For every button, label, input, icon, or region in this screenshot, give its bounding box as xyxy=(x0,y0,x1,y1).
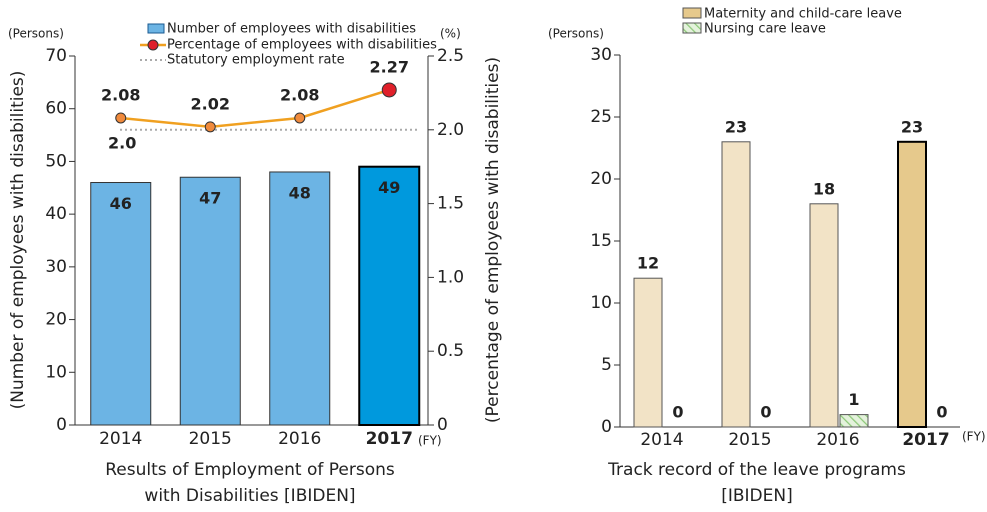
bar xyxy=(809,203,839,428)
bar-label: 23 xyxy=(725,117,747,136)
legend-swatch xyxy=(682,22,702,34)
y-tick-label: 30 xyxy=(590,45,612,65)
x-tick-label: 2015 xyxy=(189,429,232,449)
x-tick-label: 2016 xyxy=(816,430,859,450)
bar-label: 1 xyxy=(848,390,859,409)
bar-label: 23 xyxy=(901,117,923,136)
y-tick-label: 0 xyxy=(56,415,67,435)
x-tick-label: 2014 xyxy=(99,429,142,449)
legend-label: Number of employees with disabilities xyxy=(167,22,416,37)
line-label: 2.02 xyxy=(191,94,230,113)
bar-label: 0 xyxy=(936,403,947,422)
bar-label: 46 xyxy=(110,194,132,213)
x-unit: (FY) xyxy=(418,434,442,448)
bar xyxy=(721,141,751,428)
x-tick-label: 2017 xyxy=(902,430,949,450)
legend-label: Percentage of employees with disabilitie… xyxy=(167,38,437,53)
y-tick-label: 0 xyxy=(601,417,612,437)
y2-tick-label: 0.5 xyxy=(437,341,464,361)
bar-label: 49 xyxy=(378,178,400,197)
line-marker xyxy=(204,121,216,133)
bar xyxy=(269,171,331,426)
y-tick-label: 15 xyxy=(590,231,612,251)
bar xyxy=(90,182,152,426)
y-tick-label: 30 xyxy=(45,257,67,277)
y2-tick-label: 2.0 xyxy=(437,120,464,140)
bar xyxy=(358,165,421,426)
bar-label: 18 xyxy=(813,179,835,198)
bar xyxy=(839,414,869,428)
y2-label: (Percentage of employees with disabiliti… xyxy=(483,57,503,423)
bar xyxy=(897,140,927,429)
y2-unit: (%) xyxy=(440,27,461,41)
y-tick-label: 10 xyxy=(590,293,612,313)
y-tick-label: 20 xyxy=(45,310,67,330)
y-tick-label: 50 xyxy=(45,151,67,171)
x-tick-label: 2015 xyxy=(728,430,771,450)
chart-title: [IBIDEN] xyxy=(721,486,793,506)
x-unit: (FY) xyxy=(962,430,986,444)
bar-label: 47 xyxy=(199,189,221,208)
chart-title: Results of Employment of Persons xyxy=(105,460,395,480)
y-unit: (Persons) xyxy=(8,27,64,41)
y2-tick-label: 0 xyxy=(437,415,448,435)
legend-swatch xyxy=(147,39,159,51)
y-unit: (Persons) xyxy=(548,27,604,41)
y-tick-label: 70 xyxy=(45,46,67,66)
chart-title: Track record of the leave programs xyxy=(607,460,906,480)
chart-title: with Disabilities [IBIDEN] xyxy=(144,486,355,506)
y2-tick-label: 1.0 xyxy=(437,267,464,287)
bar xyxy=(633,277,663,428)
legend-label: Maternity and child-care leave xyxy=(704,7,902,22)
bar xyxy=(179,176,241,426)
line xyxy=(120,88,390,129)
line-marker xyxy=(381,82,397,98)
y-tick-label: 40 xyxy=(45,204,67,224)
y-tick-label: 20 xyxy=(590,169,612,189)
y2-tick-label: 1.5 xyxy=(437,194,464,214)
bar-label: 0 xyxy=(760,403,771,422)
bar-label: 48 xyxy=(289,183,311,202)
line-label: 2.08 xyxy=(101,85,140,104)
line-marker xyxy=(115,112,127,124)
x-tick-label: 2014 xyxy=(640,430,683,450)
x-tick-label: 2016 xyxy=(278,429,321,449)
bar-label: 12 xyxy=(637,254,659,273)
y-tick-label: 5 xyxy=(601,355,612,375)
line-label: 2.27 xyxy=(370,57,409,76)
y-tick-label: 60 xyxy=(45,99,67,119)
legend-swatch xyxy=(147,23,165,34)
y2-tick-label: 2.5 xyxy=(437,46,464,66)
line-marker xyxy=(294,112,306,124)
y-label: (Number of employees with disabilities) xyxy=(8,71,28,410)
y-tick-label: 10 xyxy=(45,362,67,382)
legend-label: Nursing care leave xyxy=(704,22,826,37)
legend-label: Statutory employment rate xyxy=(167,53,345,68)
line-label: 2.08 xyxy=(280,85,319,104)
reference-label: 2.0 xyxy=(108,133,136,152)
y-tick-label: 25 xyxy=(590,107,612,127)
legend-swatch xyxy=(682,7,702,19)
x-tick-label: 2017 xyxy=(366,429,413,449)
bar-label: 0 xyxy=(672,403,683,422)
